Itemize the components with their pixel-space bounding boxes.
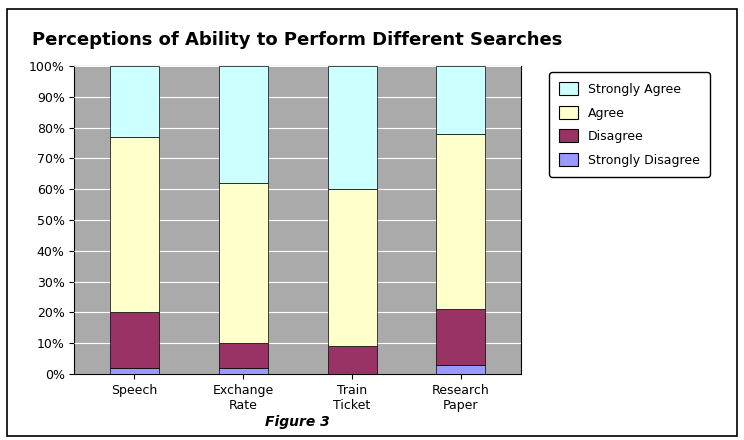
Bar (327, 189, 376, 346)
Bar (437, 309, 485, 365)
Bar (219, 368, 268, 374)
Bar (437, 66, 485, 134)
Text: Figure 3: Figure 3 (265, 415, 330, 429)
Bar (327, 66, 376, 189)
Bar (327, 346, 376, 374)
Bar (110, 312, 158, 368)
Bar (219, 183, 268, 343)
Bar (110, 368, 158, 374)
Bar (110, 66, 158, 137)
Bar (110, 137, 158, 312)
Bar (219, 343, 268, 368)
Bar (437, 365, 485, 374)
Bar (437, 134, 485, 309)
Legend: Strongly Agree, Agree, Disagree, Strongly Disagree: Strongly Agree, Agree, Disagree, Strongl… (549, 72, 710, 177)
Text: Perceptions of Ability to Perform Different Searches: Perceptions of Ability to Perform Differ… (33, 31, 562, 48)
Bar (219, 66, 268, 183)
